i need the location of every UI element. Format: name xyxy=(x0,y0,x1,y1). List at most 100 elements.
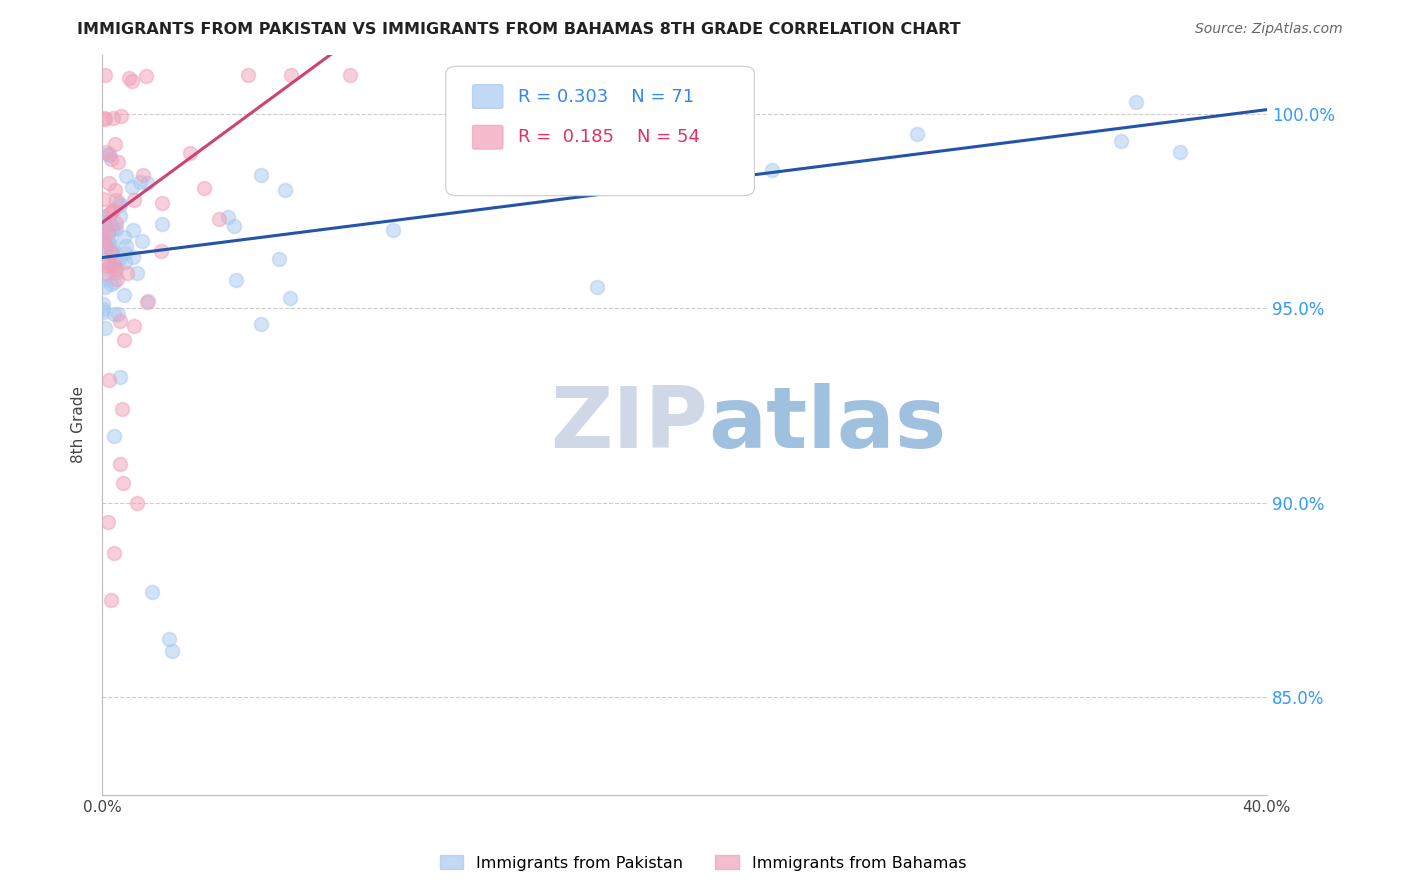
Point xyxy=(1125,95,1147,109)
Point xyxy=(250,317,273,331)
Point xyxy=(179,145,201,160)
Point xyxy=(100,245,122,260)
Point xyxy=(100,242,122,256)
Point xyxy=(110,110,132,124)
Text: IMMIGRANTS FROM PAKISTAN VS IMMIGRANTS FROM BAHAMAS 8TH GRADE CORRELATION CHART: IMMIGRANTS FROM PAKISTAN VS IMMIGRANTS F… xyxy=(77,22,960,37)
Point xyxy=(97,227,120,241)
Point xyxy=(97,235,120,249)
Point xyxy=(907,127,929,141)
Point xyxy=(110,369,132,384)
Point xyxy=(122,319,145,334)
Point xyxy=(97,148,120,162)
Point xyxy=(103,258,125,272)
Point xyxy=(103,546,125,560)
Point xyxy=(160,643,183,657)
Point xyxy=(103,307,125,321)
Point xyxy=(98,177,121,191)
Point xyxy=(105,271,128,285)
Point xyxy=(101,204,124,219)
Point xyxy=(93,272,115,286)
Point xyxy=(149,244,172,258)
Text: R = 0.303    N = 71: R = 0.303 N = 71 xyxy=(517,87,695,105)
Point xyxy=(761,163,783,178)
Point xyxy=(112,334,135,348)
Point xyxy=(96,266,118,280)
Point xyxy=(131,234,153,248)
Point xyxy=(94,112,117,126)
Point xyxy=(129,175,152,189)
Point xyxy=(100,277,122,292)
Point xyxy=(93,112,115,126)
Point xyxy=(97,515,120,529)
Point xyxy=(104,136,127,151)
Point xyxy=(94,236,117,251)
Point xyxy=(108,457,131,471)
Point xyxy=(91,304,114,318)
Point xyxy=(225,273,247,287)
Point xyxy=(96,252,118,266)
Point xyxy=(114,255,136,269)
Point xyxy=(339,68,361,82)
Point xyxy=(91,209,114,223)
Point xyxy=(96,258,118,272)
Point xyxy=(98,258,121,272)
Point xyxy=(94,279,117,293)
Point xyxy=(104,266,127,280)
Point xyxy=(1168,145,1191,159)
Point xyxy=(127,496,149,510)
Point xyxy=(382,223,405,237)
Point xyxy=(91,302,114,317)
Point xyxy=(100,593,122,607)
Point xyxy=(110,401,132,416)
Point xyxy=(208,211,231,226)
Point xyxy=(98,205,121,219)
Point xyxy=(94,219,117,234)
Point xyxy=(100,152,122,166)
Point xyxy=(101,238,124,252)
Point xyxy=(114,239,136,253)
Point xyxy=(107,307,129,321)
Point xyxy=(101,203,124,218)
Point xyxy=(105,253,128,268)
Point xyxy=(91,192,114,206)
Point xyxy=(138,293,160,308)
Point xyxy=(101,111,124,125)
Point xyxy=(93,233,115,247)
Point xyxy=(267,252,290,266)
Point xyxy=(114,245,136,260)
Point xyxy=(193,181,215,195)
Point xyxy=(122,223,145,237)
Point xyxy=(104,217,127,231)
Point xyxy=(586,279,609,293)
Point xyxy=(104,183,127,197)
Point xyxy=(236,68,259,82)
FancyBboxPatch shape xyxy=(472,126,503,149)
Point xyxy=(96,221,118,235)
Point xyxy=(112,230,135,244)
Point xyxy=(115,266,138,280)
Point xyxy=(127,266,149,280)
Point xyxy=(103,222,125,236)
Point xyxy=(105,262,128,277)
Point xyxy=(108,210,131,224)
Point xyxy=(150,218,173,232)
Point xyxy=(499,164,522,178)
Text: R =  0.185    N = 54: R = 0.185 N = 54 xyxy=(517,128,700,146)
Point xyxy=(114,169,136,184)
Point xyxy=(108,198,131,212)
Point xyxy=(94,321,117,335)
Point xyxy=(98,218,121,232)
Point xyxy=(121,180,143,194)
Y-axis label: 8th Grade: 8th Grade xyxy=(72,386,86,464)
Point xyxy=(93,297,115,311)
Point xyxy=(224,219,246,234)
Point xyxy=(108,314,131,328)
Point xyxy=(250,169,273,183)
Text: Source: ZipAtlas.com: Source: ZipAtlas.com xyxy=(1195,22,1343,37)
Point xyxy=(101,260,124,274)
Point xyxy=(98,373,121,387)
FancyBboxPatch shape xyxy=(472,85,503,109)
Legend: Immigrants from Pakistan, Immigrants from Bahamas: Immigrants from Pakistan, Immigrants fro… xyxy=(440,855,966,871)
Point xyxy=(97,214,120,228)
Text: ZIP: ZIP xyxy=(550,384,707,467)
